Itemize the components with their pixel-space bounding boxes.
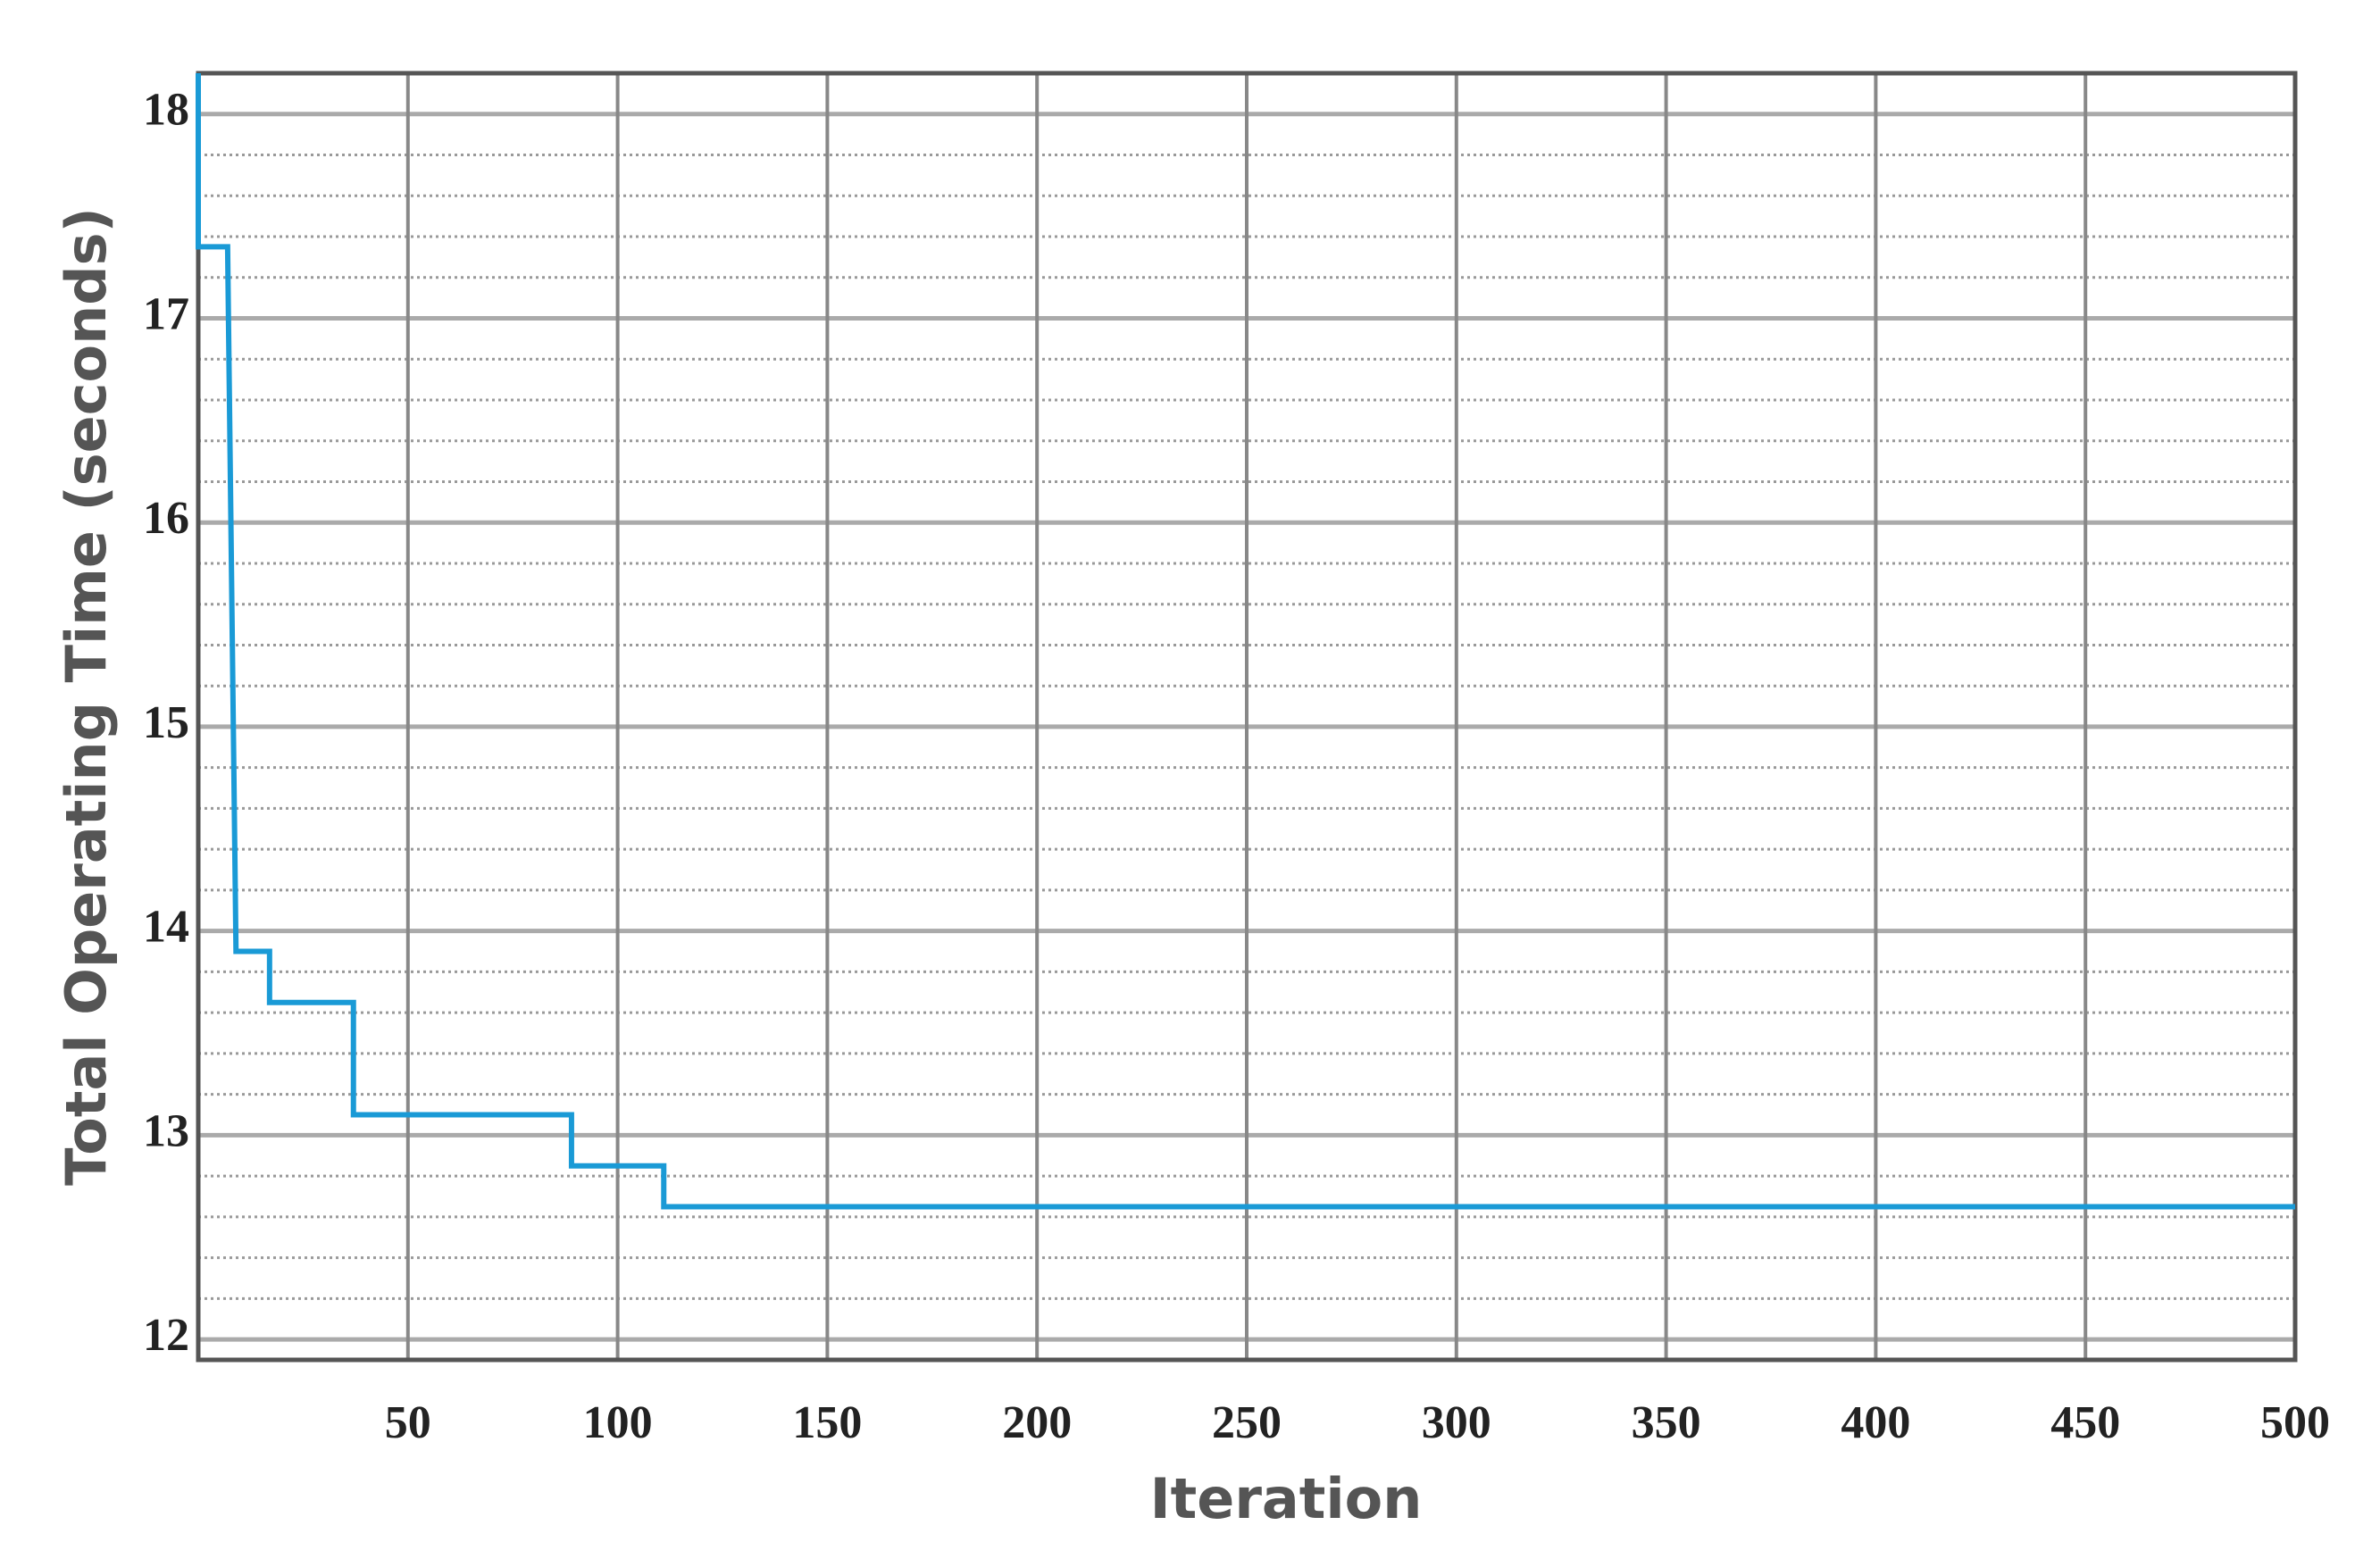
data-line [196, 73, 2295, 1210]
x-tick-label: 50 [385, 1397, 431, 1448]
y-tick-label: 18 [143, 85, 189, 136]
x-tick-label: 250 [1212, 1397, 1282, 1448]
plot-frame [196, 71, 2298, 1363]
x-tick-label: 350 [1632, 1397, 1701, 1448]
x-tick-label: 450 [2050, 1397, 2120, 1448]
x-axis-title: Iteration [1150, 1466, 1423, 1531]
y-tick-label: 16 [143, 493, 189, 544]
x-tick-label: 500 [2260, 1397, 2330, 1448]
x-tick-label: 150 [792, 1397, 862, 1448]
x-tick-label: 200 [1002, 1397, 1072, 1448]
y-tick-label: 13 [143, 1105, 189, 1156]
y-tick-label: 14 [143, 902, 189, 953]
y-axis-title: Total Operating Time (seconds) [54, 207, 119, 1186]
x-tick-label: 100 [583, 1397, 653, 1448]
y-tick-label: 17 [143, 288, 189, 339]
y-tick-label: 15 [143, 697, 189, 748]
y-tick-label: 12 [143, 1310, 189, 1361]
x-tick-label: 400 [1841, 1397, 1910, 1448]
x-tick-label: 300 [1422, 1397, 1491, 1448]
